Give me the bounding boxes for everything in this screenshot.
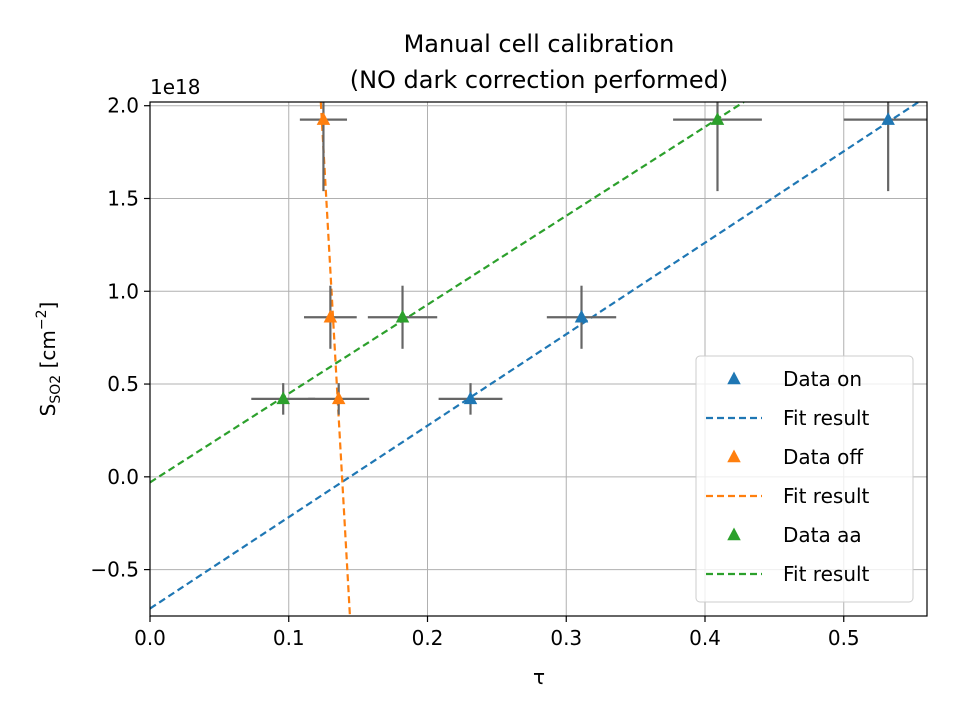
legend-label-data-aa: Data aa — [783, 523, 862, 547]
y-axis: −0.5 0.0 0.5 1.0 1.5 2.0 — [90, 94, 150, 582]
legend-label-data-off-fit: Fit result — [783, 484, 870, 508]
data-on-point — [881, 112, 895, 125]
y-tick-label: −0.5 — [90, 558, 139, 582]
x-tick-label: 0.3 — [550, 626, 582, 650]
y-axis-label-exp: −2 — [34, 310, 50, 331]
legend-label-data-off: Data off — [783, 445, 864, 469]
plot-area — [150, 102, 927, 616]
x-tick-label: 0.0 — [134, 626, 166, 650]
data-on-fit-line — [150, 102, 921, 610]
x-axis: 0.0 0.1 0.2 0.3 0.4 0.5 — [134, 616, 860, 650]
x-axis-label: τ — [533, 665, 545, 689]
y-axis-label-main: S — [36, 404, 60, 417]
axes-frame — [149, 101, 928, 617]
data-off-point — [316, 112, 331, 125]
x-tick-label: 0.5 — [828, 626, 860, 650]
chart-subtitle: (NO dark correction performed) — [350, 66, 729, 94]
legend-label-data-aa-fit: Fit result — [783, 562, 870, 586]
y-tick-label: 1.0 — [107, 279, 139, 303]
x-tick-label: 0.4 — [689, 626, 721, 650]
legend: Data on Fit result Data off Fit result Data … — [695, 355, 914, 603]
data-aa-fit-line — [150, 102, 745, 484]
data-off-point — [323, 309, 338, 323]
x-tick-label: 0.2 — [412, 626, 444, 650]
data-on-point — [463, 391, 478, 405]
y-tick-label: 0.5 — [107, 372, 139, 396]
y-axis-label-sub: SO2 — [48, 375, 64, 404]
y-tick-label: 2.0 — [107, 94, 139, 118]
y-axis-label-unit: [cm — [36, 330, 60, 375]
y-tick-label: 0.0 — [107, 465, 139, 489]
y-offset-label: 1e18 — [150, 75, 200, 99]
legend-label-data-on-fit: Fit result — [783, 406, 870, 430]
data-aa-point — [276, 391, 290, 405]
data-on-point — [574, 309, 589, 323]
legend-marker-data-on — [727, 371, 741, 385]
legend-marker-data-aa — [727, 527, 741, 541]
y-axis-label: SSO2 [cm−2] — [34, 302, 64, 417]
data-off-point — [331, 391, 346, 405]
x-tick-label: 0.1 — [273, 626, 305, 650]
y-axis-label-close: ] — [36, 302, 60, 310]
data-aa-point — [395, 309, 410, 323]
y-tick-label: 1.5 — [107, 186, 139, 210]
chart-title: Manual cell calibration — [404, 30, 675, 58]
legend-label-data-on: Data on — [783, 367, 862, 391]
data-off-fit-line — [319, 102, 352, 616]
data-aa-point — [710, 112, 725, 125]
grid — [149, 102, 927, 616]
legend-marker-data-off — [727, 449, 741, 463]
